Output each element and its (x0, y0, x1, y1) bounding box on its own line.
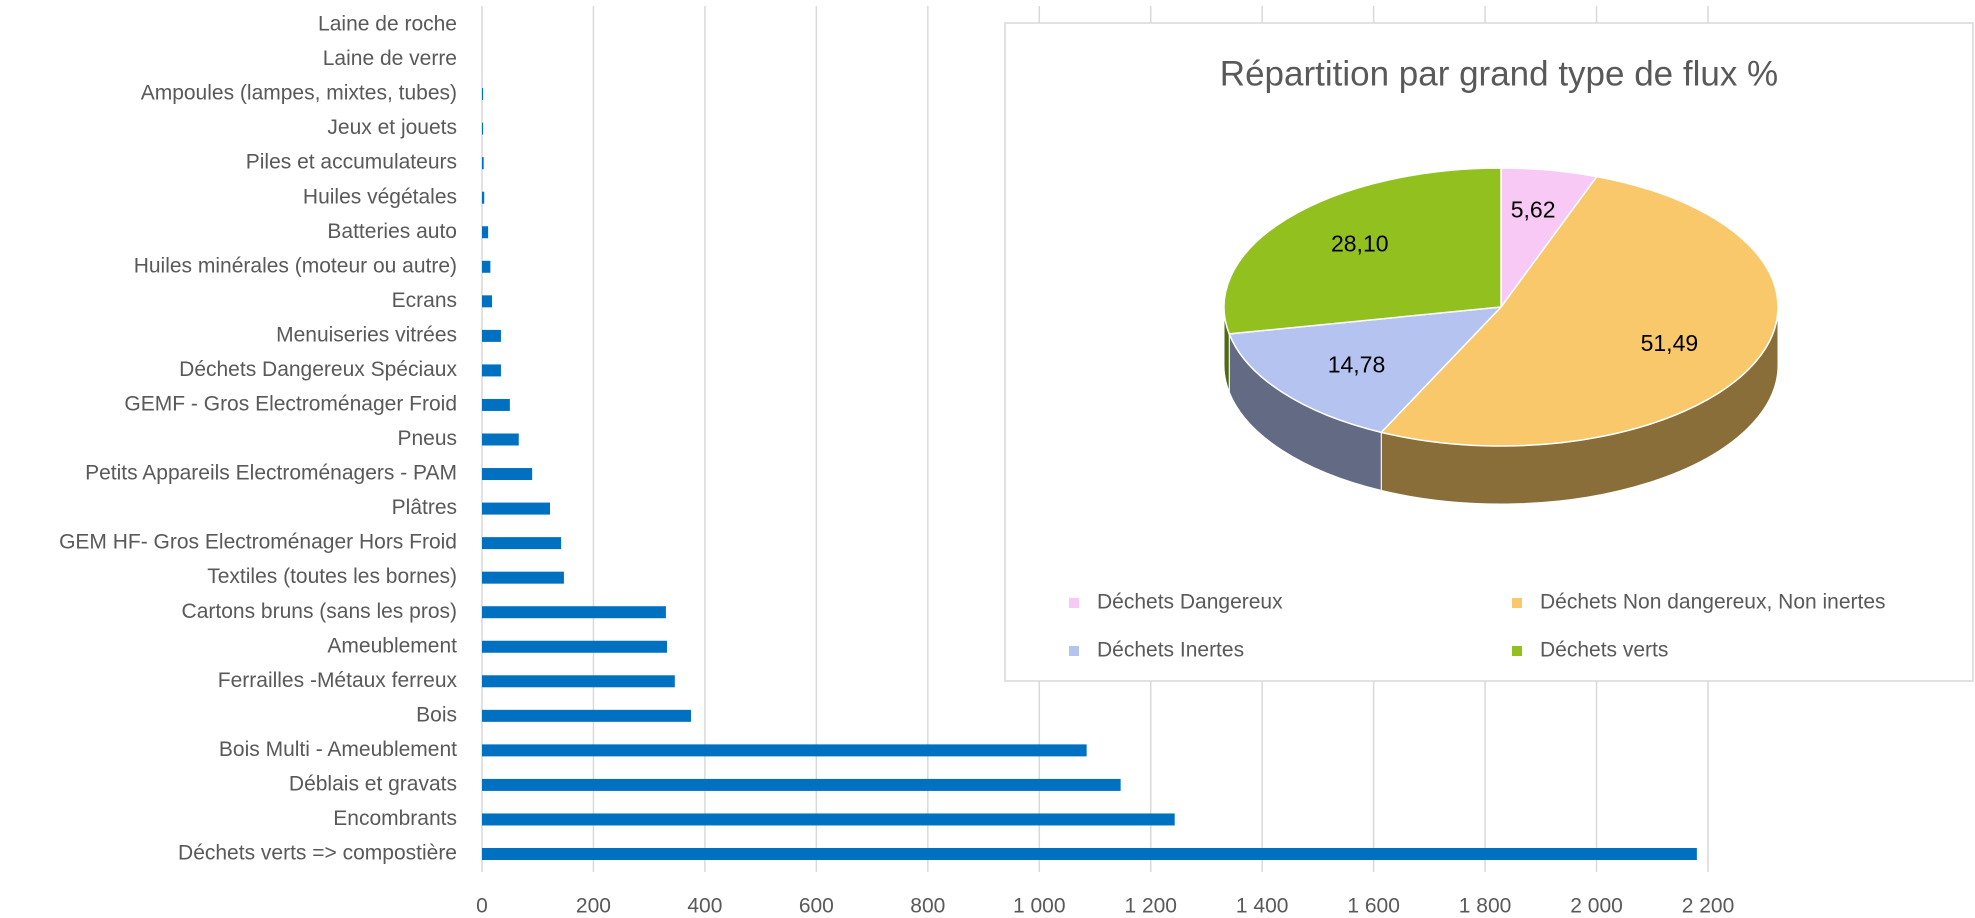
y-tick-label: Ferrailles -Métaux ferreux (218, 669, 458, 692)
y-tick-label: Laine de roche (318, 13, 457, 36)
y-tick-label: Déchets Dangereux Spéciaux (179, 358, 457, 381)
y-tick-label: Déchets verts => compostière (178, 842, 457, 865)
bar (482, 226, 489, 239)
y-tick-label: Encombrants (333, 807, 457, 830)
y-tick-label: Pneus (397, 427, 457, 450)
y-tick-label: Déblais et gravats (289, 772, 457, 795)
y-tick-label: Menuiseries vitrées (276, 323, 457, 346)
data-label: 14,78 (1328, 352, 1386, 378)
y-tick-label: Laine de verre (323, 47, 457, 70)
bar (482, 848, 1697, 860)
bar (482, 744, 1087, 757)
y-tick-label: Textiles (toutes les bornes) (207, 565, 457, 588)
bar (482, 295, 493, 308)
bar (482, 88, 484, 101)
legend-label: Déchets Inertes (1097, 639, 1244, 662)
bar (482, 537, 562, 550)
y-tick-label: GEM HF- Gros Electroménager Hors Froid (59, 531, 457, 554)
y-tick-label: Huiles végétales (303, 185, 457, 208)
y-tick-label: Bois Multi - Ameublement (219, 738, 457, 761)
x-tick-label: 800 (910, 895, 945, 918)
x-tick-label: 2 200 (1682, 895, 1735, 918)
x-tick-label: 600 (799, 895, 834, 918)
legend-swatch (1069, 598, 1079, 608)
bar (482, 778, 1121, 791)
data-label: 51,49 (1641, 330, 1699, 356)
x-tick-label: 1 600 (1347, 895, 1400, 918)
bar (482, 433, 519, 446)
legend-label: Déchets Non dangereux, Non inertes (1540, 591, 1886, 614)
bar (482, 813, 1175, 826)
bar (482, 606, 666, 619)
x-tick-label: 1 000 (1013, 895, 1066, 918)
x-tick-label: 200 (576, 895, 611, 918)
data-label: 28,10 (1331, 230, 1389, 256)
bar (482, 640, 668, 653)
y-tick-label: Ameublement (327, 634, 457, 657)
legend-label: Déchets Dangereux (1097, 591, 1283, 614)
y-tick-label: Batteries auto (327, 220, 457, 243)
data-label: 5,62 (1511, 196, 1556, 222)
x-tick-label: 1 200 (1124, 895, 1177, 918)
y-tick-label: Huiles minérales (moteur ou autre) (134, 254, 457, 277)
chart-title: Répartition par grand type de flux % (1220, 54, 1778, 93)
x-tick-label: 1 400 (1236, 895, 1289, 918)
bar (482, 675, 675, 688)
x-tick-label: 400 (687, 895, 722, 918)
slice (1228, 306, 1503, 434)
bar (482, 260, 491, 273)
y-tick-label: Petits Appareils Electroménagers - PAM (85, 462, 457, 485)
y-tick-label: Jeux et jouets (327, 116, 457, 139)
y-tick-label: Bois (416, 703, 457, 726)
bar (482, 502, 550, 515)
legend-swatch (1512, 646, 1522, 656)
bar (482, 398, 510, 411)
bar (482, 709, 691, 722)
slice (1379, 175, 1779, 447)
x-tick-label: 2 000 (1570, 895, 1623, 918)
y-tick-label: Piles et accumulateurs (246, 151, 457, 174)
legend-swatch (1069, 646, 1079, 656)
legend-label: Déchets verts (1540, 639, 1668, 662)
y-tick-label: Ampoules (lampes, mixtes, tubes) (141, 82, 457, 105)
y-tick-label: Plâtres (392, 496, 457, 519)
bar (482, 122, 484, 135)
x-tick-label: 0 (476, 895, 488, 918)
x-tick-label: 1 800 (1459, 895, 1512, 918)
bar (482, 329, 501, 342)
bar (482, 364, 501, 377)
bar (482, 191, 485, 204)
slice (1223, 167, 1502, 335)
y-tick-label: GEMF - Gros Electroménager Froid (124, 393, 457, 416)
y-tick-label: Ecrans (392, 289, 457, 312)
legend-swatch (1512, 598, 1522, 608)
bar (482, 157, 484, 170)
y-tick-label: Cartons bruns (sans les pros) (182, 600, 457, 623)
bar (482, 468, 533, 481)
bar (482, 571, 564, 584)
